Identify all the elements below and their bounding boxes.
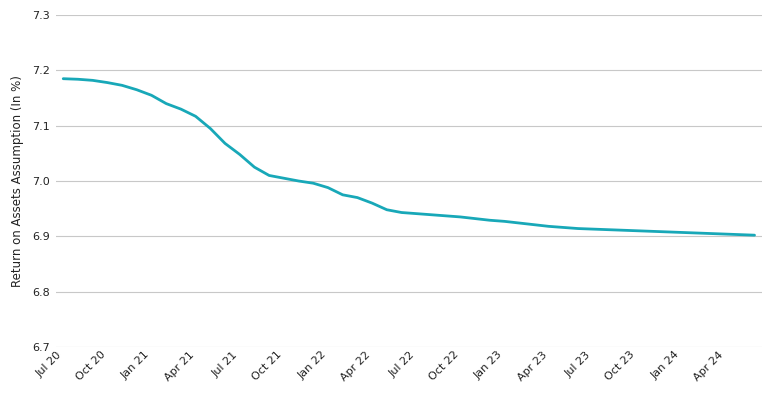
Y-axis label: Return on Assets Assumption (In %): Return on Assets Assumption (In %) — [11, 75, 24, 287]
